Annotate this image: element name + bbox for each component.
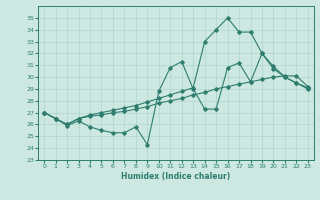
X-axis label: Humidex (Indice chaleur): Humidex (Indice chaleur) — [121, 172, 231, 181]
